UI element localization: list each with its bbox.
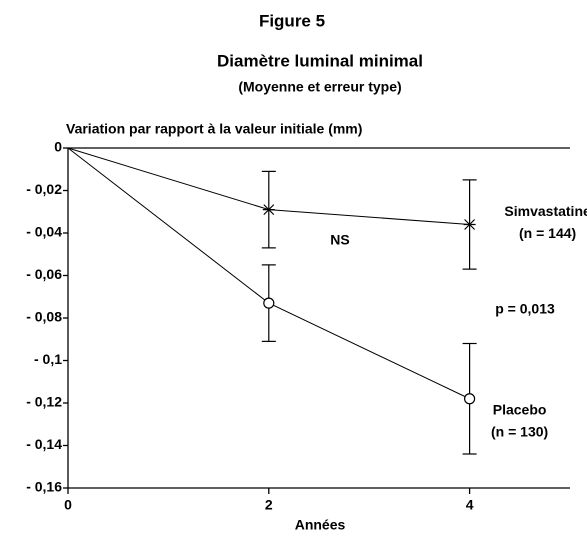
x-axis-title: Années [295,517,346,533]
y-tick-label: - 0,02 [26,181,62,197]
x-tick-label: 4 [466,497,474,513]
y-tick-label: 0 [54,139,62,155]
y-tick-label: - 0,1 [34,351,62,367]
chart-subtitle: Diamètre luminal minimal [217,51,423,70]
y-axis-title: Variation par rapport à la valeur initia… [66,121,362,137]
chart-title: Figure 5 [259,11,325,30]
y-tick-label: - 0,06 [26,266,62,282]
x-tick-label: 2 [265,497,273,513]
marker [263,297,275,309]
legend-count: (n = 144) [519,225,576,241]
marker [463,219,476,230]
x-tick-label: 0 [64,497,72,513]
y-tick-label: - 0,14 [26,436,62,452]
marker [464,393,476,405]
legend-count: (n = 130) [491,423,548,439]
annotation: NS [330,232,349,248]
marker [262,204,275,216]
legend-label: Simvastatine [504,203,587,219]
y-tick-label: - 0,12 [26,394,62,410]
y-tick-label: - 0,04 [26,224,62,240]
legend-label: Placebo [493,401,547,417]
chart-note: (Moyenne et erreur type) [238,79,401,95]
y-tick-label: - 0,08 [26,309,62,325]
y-tick-label: - 0,16 [26,479,62,495]
annotation: p = 0,013 [495,301,555,317]
